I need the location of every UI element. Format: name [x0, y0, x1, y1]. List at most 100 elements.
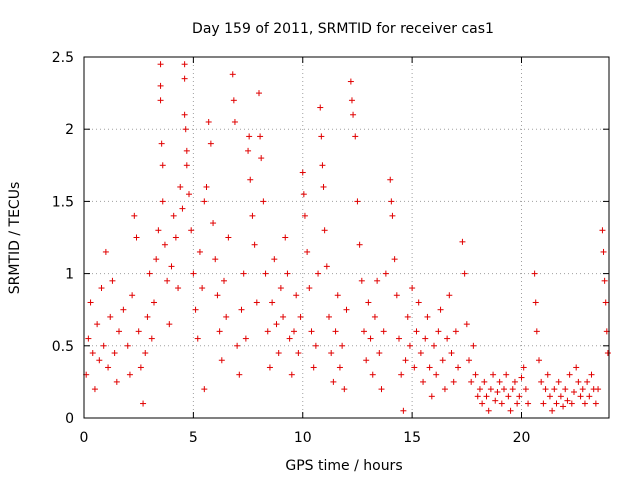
data-point [459, 238, 466, 245]
data-point [411, 364, 418, 371]
data-point [148, 335, 155, 342]
data-point [312, 342, 319, 349]
data-point [310, 364, 317, 371]
data-point [546, 393, 553, 400]
data-point [393, 292, 400, 299]
data-point [592, 400, 599, 407]
data-point [551, 386, 558, 393]
data-point [588, 371, 595, 378]
data-point [306, 285, 313, 292]
data-point [339, 342, 346, 349]
data-point [299, 169, 306, 176]
data-point [158, 140, 165, 147]
data-point [602, 299, 609, 306]
data-point [490, 371, 497, 378]
data-point [109, 277, 116, 284]
data-point [142, 350, 149, 357]
data-point [126, 371, 133, 378]
data-point [509, 386, 516, 393]
data-point [417, 350, 424, 357]
data-point [492, 397, 499, 404]
data-point [470, 342, 477, 349]
data-point [369, 371, 376, 378]
data-point [181, 111, 188, 118]
data-point [599, 227, 606, 234]
data-point [256, 90, 262, 97]
data-point [531, 270, 538, 277]
data-point [378, 386, 385, 393]
data-point [111, 350, 118, 357]
data-point [601, 277, 608, 284]
data-point [234, 342, 241, 349]
data-point [100, 342, 107, 349]
data-point [210, 220, 217, 227]
data-point [182, 126, 189, 133]
data-point [242, 335, 249, 342]
data-point [494, 389, 501, 396]
data-point [230, 97, 237, 104]
data-point [332, 328, 339, 335]
data-point [323, 263, 330, 270]
data-point [409, 285, 416, 292]
data-point [157, 97, 164, 104]
y-tick-label: 0 [65, 411, 74, 427]
data-point [258, 155, 265, 162]
x-tick-label: 5 [189, 430, 198, 446]
data-point [157, 61, 164, 68]
data-point [402, 357, 409, 364]
data-point [483, 393, 490, 400]
data-point [157, 82, 164, 89]
data-point [518, 374, 525, 381]
data-point [389, 212, 396, 219]
data-point [257, 133, 264, 140]
data-point [485, 407, 492, 414]
data-point [304, 248, 311, 255]
data-point [437, 306, 444, 313]
data-point [188, 227, 195, 234]
data-point [253, 299, 260, 306]
data-point [223, 313, 230, 320]
data-point [203, 183, 210, 190]
data-point [371, 313, 378, 320]
data-point [501, 386, 507, 393]
data-point [102, 248, 109, 255]
data-point [170, 212, 177, 219]
data-point [413, 328, 420, 335]
data-point [487, 386, 494, 393]
data-point [166, 321, 173, 328]
data-point [175, 285, 182, 292]
data-point [503, 371, 510, 378]
data-point [398, 371, 405, 378]
data-point [124, 342, 131, 349]
data-point [376, 350, 383, 357]
data-point [538, 378, 545, 385]
data-point [288, 371, 295, 378]
data-point [133, 234, 140, 241]
data-point [153, 256, 160, 263]
data-point [269, 299, 276, 306]
data-point [291, 328, 297, 335]
data-point [129, 292, 136, 299]
data-point [91, 386, 98, 393]
data-point [207, 140, 214, 147]
data-point [455, 364, 462, 371]
data-point [284, 270, 291, 277]
data-point [336, 364, 343, 371]
data-point [542, 386, 549, 393]
data-point [426, 364, 433, 371]
y-axis-label: SRMTID / TECUs [7, 182, 23, 295]
data-point [420, 378, 427, 385]
data-point [300, 191, 307, 198]
data-point [577, 393, 584, 400]
data-point [584, 378, 591, 385]
data-point [94, 321, 101, 328]
data-point [186, 191, 192, 198]
x-axis-label: GPS time / hours [285, 458, 402, 474]
data-point [236, 371, 243, 378]
data-point [586, 393, 593, 400]
data-point [564, 397, 571, 404]
data-point [231, 118, 238, 125]
data-point [356, 241, 363, 248]
y-tick-label: 1.5 [52, 194, 74, 210]
data-point [131, 212, 138, 219]
